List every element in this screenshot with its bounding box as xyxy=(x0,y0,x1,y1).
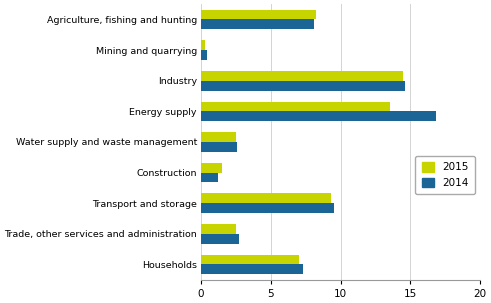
Bar xyxy=(201,255,299,265)
Bar xyxy=(201,163,222,173)
Bar xyxy=(201,81,405,91)
Bar xyxy=(201,193,331,203)
Bar xyxy=(201,102,389,112)
Bar xyxy=(201,142,237,152)
Bar xyxy=(201,19,314,29)
Bar xyxy=(201,10,316,19)
Bar xyxy=(201,40,205,50)
Bar xyxy=(201,265,303,274)
Bar xyxy=(201,71,404,81)
Legend: 2015, 2014: 2015, 2014 xyxy=(415,156,475,194)
Bar xyxy=(201,132,236,142)
Bar xyxy=(201,50,207,60)
Bar xyxy=(201,234,239,244)
Bar xyxy=(201,112,436,121)
Bar xyxy=(201,173,218,182)
Bar xyxy=(201,203,334,213)
Bar xyxy=(201,224,236,234)
